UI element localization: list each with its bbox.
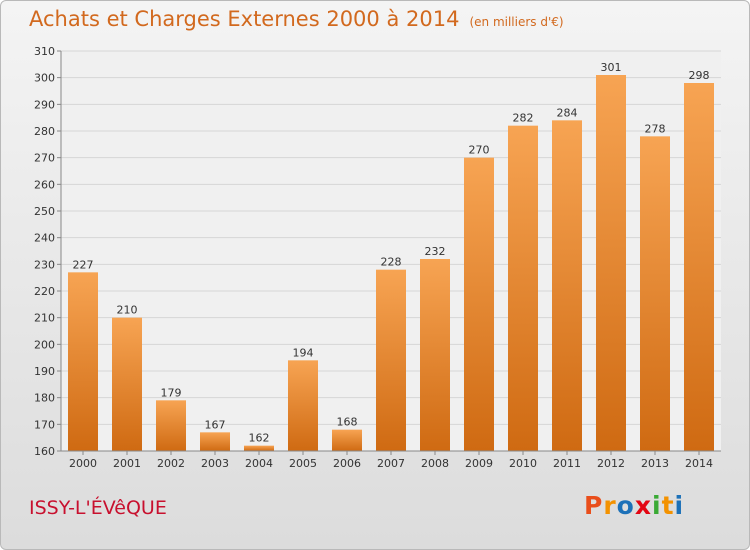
- value-label-2014: 298: [689, 69, 710, 82]
- bar-2012: [596, 75, 626, 451]
- logo-letter: i: [674, 491, 685, 520]
- value-label-2000: 227: [73, 258, 94, 271]
- y-axis: 160 170 180 190 200 210 220 230 240 250 260 270 280 2…: [34, 45, 61, 458]
- bar-2003: [200, 432, 230, 451]
- chart-title: Achats et Charges Externes 2000 à 2014 (e…: [29, 7, 564, 31]
- logo-letter: t: [661, 491, 675, 520]
- bar-2009: [464, 157, 494, 451]
- commune-name: ISSY-L'ÉVêQUE: [29, 497, 167, 519]
- bar-2004: [244, 445, 274, 451]
- y-tick-label: 240: [34, 232, 55, 245]
- bar-2008: [420, 259, 450, 451]
- value-label-2006: 168: [337, 416, 358, 429]
- y-tick-label: 220: [34, 285, 55, 298]
- bar-2011: [552, 120, 582, 451]
- bars: 227 210 179 167 162 194 168 228 232 270 282 284 301 2…: [68, 61, 714, 452]
- value-label-2004: 162: [249, 432, 270, 445]
- logo-letter: r: [603, 491, 617, 520]
- logo-letter: i: [652, 491, 662, 520]
- value-label-2007: 228: [381, 256, 402, 269]
- y-tick-label: 210: [34, 312, 55, 325]
- y-tick-label: 250: [34, 205, 55, 218]
- x-tick-label-2013: 2013: [641, 457, 669, 470]
- x-tick-label-2012: 2012: [597, 457, 625, 470]
- logo-letter: P: [584, 491, 604, 520]
- y-tick-label: 180: [34, 392, 55, 405]
- value-label-2012: 301: [601, 61, 622, 74]
- value-label-2005: 194: [293, 346, 314, 359]
- value-label-2009: 270: [469, 144, 490, 157]
- x-tick-label-2004: 2004: [245, 457, 273, 470]
- value-label-2002: 179: [161, 386, 182, 399]
- x-tick-label-2011: 2011: [553, 457, 581, 470]
- bar-2007: [376, 269, 406, 451]
- value-label-2010: 282: [513, 112, 534, 125]
- x-tick-label-2000: 2000: [69, 457, 97, 470]
- y-tick-label: 280: [34, 125, 55, 138]
- x-tick-label-2005: 2005: [289, 457, 317, 470]
- value-label-2001: 210: [117, 304, 138, 317]
- bar-2014: [684, 83, 714, 451]
- x-tick-label-2009: 2009: [465, 457, 493, 470]
- logo-letter: x: [634, 491, 652, 520]
- value-label-2003: 167: [205, 418, 226, 431]
- y-tick-label: 160: [34, 445, 55, 458]
- y-tick-label: 190: [34, 365, 55, 378]
- title-unit: (en milliers d'€): [469, 15, 564, 29]
- y-tick-label: 200: [34, 338, 55, 351]
- x-tick-label-2002: 2002: [157, 457, 185, 470]
- value-label-2008: 232: [425, 245, 446, 258]
- x-tick-label-2010: 2010: [509, 457, 537, 470]
- bar-2006: [332, 429, 362, 451]
- x-tick-label-2001: 2001: [113, 457, 141, 470]
- y-tick-label: 170: [34, 418, 55, 431]
- x-axis: 2000 2001 2002 2003 2004 2005 2006 2007 2008 2009…: [69, 451, 713, 470]
- x-tick-label-2007: 2007: [377, 457, 405, 470]
- proxiti-logo: Proxiti: [584, 491, 684, 520]
- x-tick-label-2014: 2014: [685, 457, 713, 470]
- value-label-2013: 278: [645, 122, 666, 135]
- x-tick-label-2008: 2008: [421, 457, 449, 470]
- value-label-2011: 284: [557, 106, 578, 119]
- bar-2010: [508, 125, 538, 452]
- y-tick-label: 270: [34, 152, 55, 165]
- bar-2000: [68, 272, 98, 451]
- bar-2013: [640, 136, 670, 452]
- y-tick-label: 260: [34, 178, 55, 191]
- y-tick-label: 290: [34, 98, 55, 111]
- y-tick-label: 230: [34, 258, 55, 271]
- x-tick-label-2006: 2006: [333, 457, 361, 470]
- y-tick-label: 310: [34, 45, 55, 58]
- logo-letter: o: [616, 491, 635, 520]
- y-tick-label: 300: [34, 72, 55, 85]
- x-tick-label-2003: 2003: [201, 457, 229, 470]
- bar-2005: [288, 360, 318, 451]
- title-text: Achats et Charges Externes 2000 à 2014: [29, 7, 460, 31]
- bar-2002: [156, 400, 186, 451]
- bar-2001: [112, 317, 142, 451]
